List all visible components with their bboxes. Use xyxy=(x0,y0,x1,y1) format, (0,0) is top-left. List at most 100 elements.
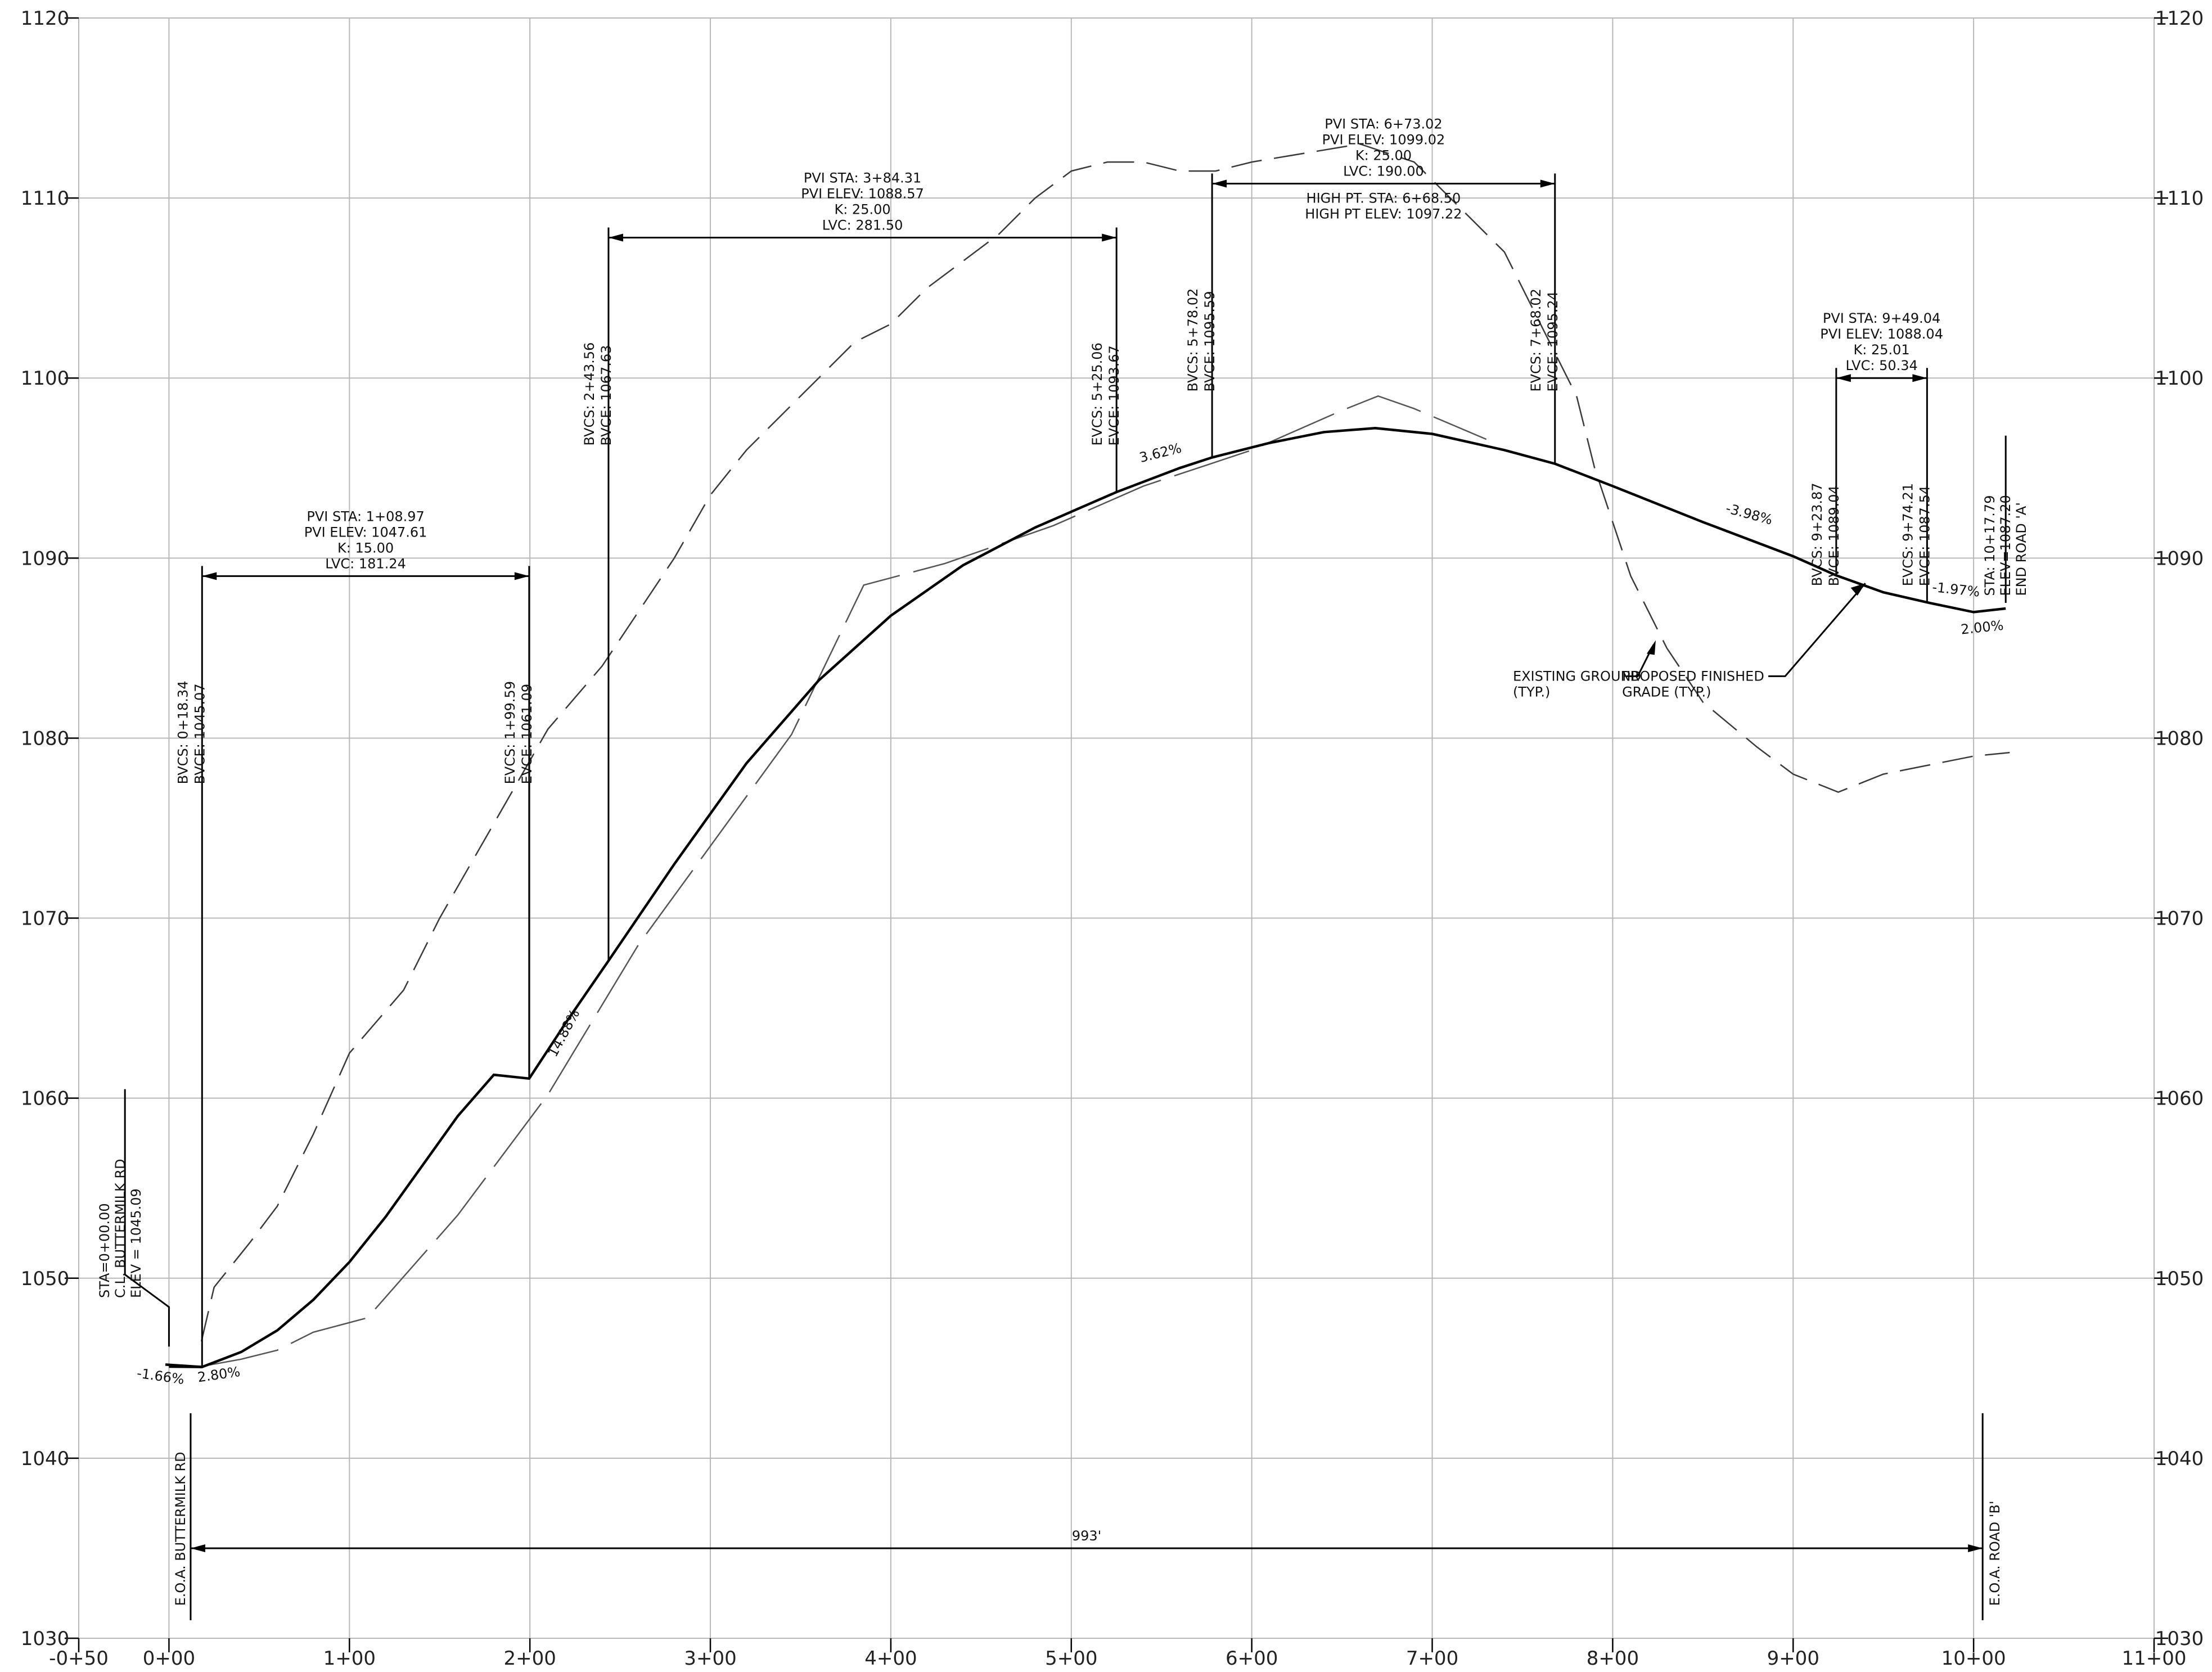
axes: 1030 1030 1040 1040 1050 1050 1060 1060 1070 1070… xyxy=(21,7,2204,1670)
curve-3-arrow-right xyxy=(1540,179,1555,188)
grade-label-3: 3.62% xyxy=(1138,440,1183,466)
x-label-7+00: 7+00 xyxy=(1406,1647,1458,1670)
y-label-left-1070: 1070 xyxy=(21,908,70,930)
y-label-right-1110: 1110 xyxy=(2155,187,2204,210)
y-label-left-1040: 1040 xyxy=(21,1448,70,1470)
y-label-right-1070: 1070 xyxy=(2155,908,2204,930)
existing-ground-callout-leader xyxy=(1626,644,1655,677)
start-note-leader xyxy=(124,1089,170,1347)
curve-1-arrow-left xyxy=(202,572,217,580)
y-label-right-1040: 1040 xyxy=(2155,1448,2204,1470)
curve-1-pvi-line-1: PVI ELEV: 1047.61 xyxy=(304,524,427,540)
curve-3-pvi-line-3: LVC: 190.00 xyxy=(1343,164,1424,179)
x-label-0+00: 0+00 xyxy=(143,1647,195,1670)
curve-4-arrow-right xyxy=(1912,374,1927,382)
y-label-left-1080: 1080 xyxy=(21,727,70,750)
x-label-3+00: 3+00 xyxy=(684,1647,736,1670)
proposed-grade-line xyxy=(169,426,2006,1368)
curve-3-evc-text-0: EVCS: 7+68.02 xyxy=(1528,289,1544,391)
end-note-line-0: STA: 10+17.79 xyxy=(1982,495,1998,596)
curve-1-pvi-line-0: PVI STA: 1+08.97 xyxy=(307,508,424,524)
profile-lines xyxy=(165,143,2010,1368)
y-label-right-1090: 1090 xyxy=(2155,547,2204,570)
approach-tangent xyxy=(165,1363,202,1368)
start-note-line-2: ELEV = 1045.09 xyxy=(128,1188,144,1298)
curve-4-bvc-text-0: BVCS: 9+23.87 xyxy=(1809,483,1825,586)
start-note-line-1: C.L. BUTTERMILK RD xyxy=(112,1159,128,1298)
curve-1-evc-text-1: EVCE: 1061.09 xyxy=(519,684,535,784)
curve-4-evc-text-1: EVCE: 1087.54 xyxy=(1917,486,1932,586)
overall-length-label: 993' xyxy=(1072,1528,1101,1544)
curve-4-evc-text-0: EVCS: 9+74.21 xyxy=(1900,483,1916,586)
overall-arrow-left xyxy=(190,1544,205,1552)
end-note-line-2: END ROAD 'A' xyxy=(2013,502,2029,596)
x-label-11+00: 11+00 xyxy=(2121,1647,2186,1670)
curve-2-pvi-line-0: PVI STA: 3+84.31 xyxy=(804,170,921,186)
existing-ground-callout-arrow xyxy=(1646,640,1656,655)
curve-4-bvc-text-1: BVCE: 1089.04 xyxy=(1826,485,1842,586)
y-label-right-1050: 1050 xyxy=(2155,1268,2204,1290)
y-label-right-1080: 1080 xyxy=(2155,727,2204,750)
existing-ground-callout-line-0: EXISTING GROUND xyxy=(1513,668,1641,684)
x-label--0+50: -0+50 xyxy=(49,1647,109,1670)
curve-3-bvc-text-0: BVCS: 5+78.02 xyxy=(1185,289,1201,392)
x-label-8+00: 8+00 xyxy=(1587,1647,1639,1670)
y-label-left-1050: 1050 xyxy=(21,1268,70,1290)
proposed-grade-callout-line-0: PROPOSED FINISHED xyxy=(1622,668,1764,684)
eoa-buttermilk-label: E.O.A. BUTTERMILK RD xyxy=(173,1452,188,1606)
x-label-2+00: 2+00 xyxy=(503,1647,556,1670)
grade-label-0: -1.66% xyxy=(136,1365,186,1388)
end-note-line-1: ELEV=1087.20 xyxy=(1998,495,2013,596)
curve-3-pvi-line-2: K: 25.00 xyxy=(1355,148,1412,164)
curve-1-bvc-text-1: BVCE: 1045.07 xyxy=(192,683,208,784)
curve-2-pvi-line-2: K: 25.00 xyxy=(834,202,890,218)
y-label-left-1100: 1100 xyxy=(21,367,70,390)
proposed-grade-callout-line-1: GRADE (TYP.) xyxy=(1622,684,1711,700)
curve-3-high-point-line-0: HIGH PT. STA: 6+68.50 xyxy=(1307,191,1461,206)
x-label-5+00: 5+00 xyxy=(1045,1647,1097,1670)
curve-3-pvi-line-1: PVI ELEV: 1099.02 xyxy=(1322,132,1445,148)
curve-3-arrow-left xyxy=(1212,179,1227,188)
x-label-1+00: 1+00 xyxy=(323,1647,376,1670)
curve-2-bvc-text-0: BVCS: 2+43.56 xyxy=(582,342,597,446)
curve-1-pvi-line-3: LVC: 181.24 xyxy=(325,556,406,571)
curve-3-bvc-text-1: BVCE: 1095.59 xyxy=(1202,291,1218,391)
curve-2-evc-text-1: EVCE: 1093.67 xyxy=(1106,345,1122,445)
eoa-road-b-label: E.O.A. ROAD 'B' xyxy=(1987,1500,2003,1606)
curve-3-evc-text-1: EVCE: 1095.24 xyxy=(1545,291,1561,391)
existing-ground-line xyxy=(200,143,2010,1342)
grade-label-4: -3.98% xyxy=(1724,501,1774,528)
curve-2-evc-text-0: EVCS: 5+25.06 xyxy=(1089,342,1105,445)
curve-1-evc-text-0: EVCS: 1+99.59 xyxy=(502,681,518,784)
curve-2-arrow-right xyxy=(1102,233,1117,242)
curve-4-pvi-line-3: LVC: 50.34 xyxy=(1845,358,1917,373)
secondary-ground-line xyxy=(201,395,1487,1367)
x-label-9+00: 9+00 xyxy=(1767,1647,1819,1670)
y-label-right-1030: 1030 xyxy=(2155,1628,2204,1650)
curve-4-pvi-line-2: K: 25.01 xyxy=(1854,342,1910,358)
curve-annotations: -1.66% 2.80%14.88%3.62%-3.98%-1.97%2.00%P… xyxy=(97,116,2029,1620)
proposed-grade-callout-arrow xyxy=(1850,583,1866,596)
y-label-left-1120: 1120 xyxy=(21,7,70,30)
y-label-left-1090: 1090 xyxy=(21,547,70,570)
curve-2-arrow-left xyxy=(608,233,623,242)
x-label-10+00: 10+00 xyxy=(1941,1647,2006,1670)
y-label-left-1030: 1030 xyxy=(21,1628,70,1650)
curve-1-arrow-right xyxy=(514,572,529,580)
y-label-right-1120: 1120 xyxy=(2155,7,2204,30)
curve-2-pvi-line-3: LVC: 281.50 xyxy=(822,218,903,233)
curve-1-bvc-text-0: BVCS: 0+18.34 xyxy=(175,680,191,784)
start-note-line-0: STA=0+00.00 xyxy=(97,1203,112,1298)
curve-1-pvi-line-2: K: 15.00 xyxy=(337,540,394,556)
grid xyxy=(78,17,2155,1639)
x-label-4+00: 4+00 xyxy=(864,1647,917,1670)
overall-arrow-right xyxy=(1968,1544,1983,1552)
y-label-left-1060: 1060 xyxy=(21,1088,70,1110)
curve-4-pvi-line-0: PVI STA: 9+49.04 xyxy=(1823,310,1940,326)
proposed-grade-callout-leader xyxy=(1768,583,1866,677)
curve-2-bvc-text-1: BVCE: 1067.63 xyxy=(598,345,614,446)
y-label-right-1100: 1100 xyxy=(2155,367,2204,390)
curve-2-pvi-line-1: PVI ELEV: 1088.57 xyxy=(801,186,924,202)
curve-4-arrow-left xyxy=(1836,374,1851,382)
